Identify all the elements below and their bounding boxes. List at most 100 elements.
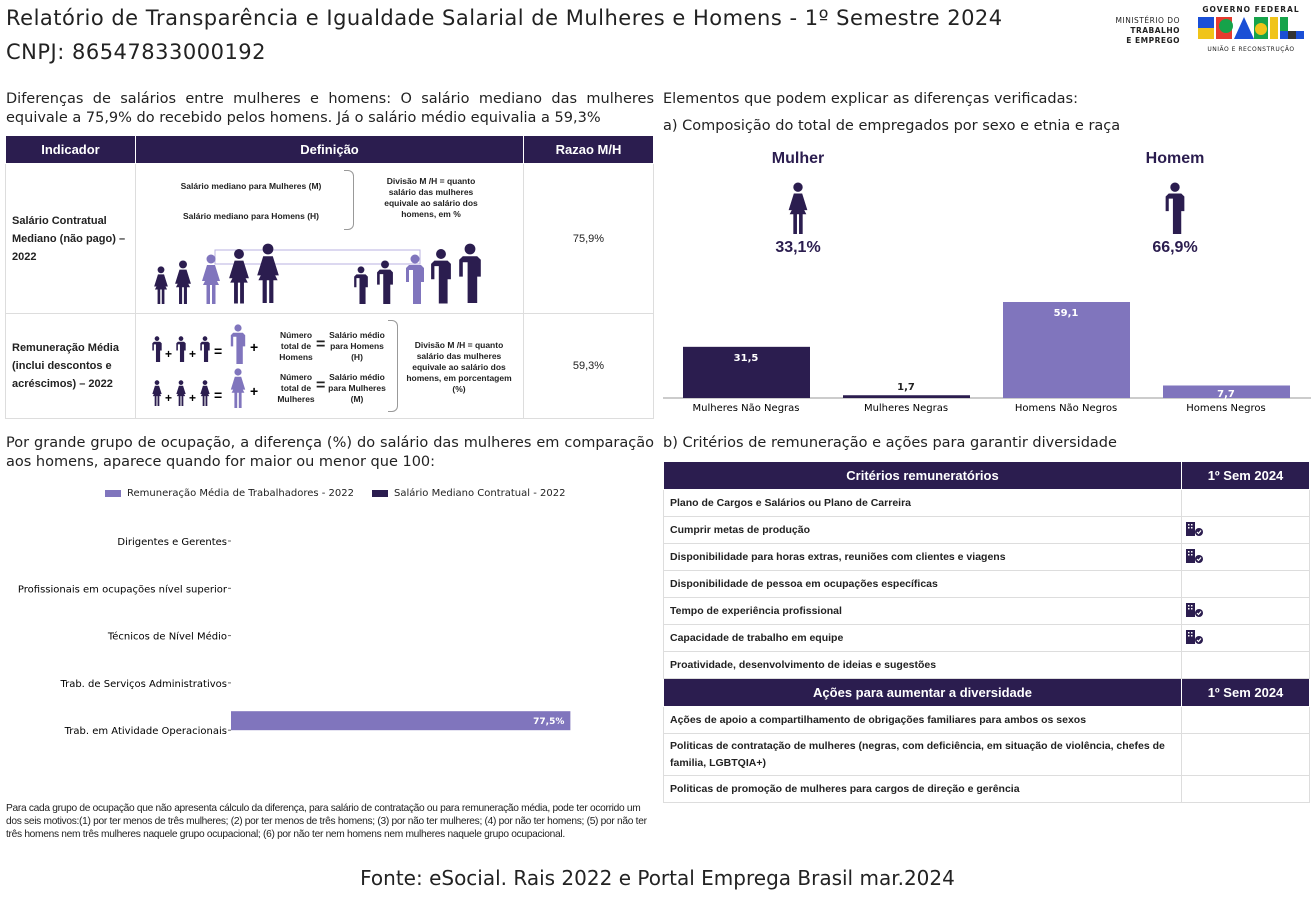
action-row: Politicas de promoção de mulheres para c… xyxy=(663,775,1310,803)
gov-logo-top: GOVERNO FEDERAL xyxy=(1202,5,1300,14)
x-tick-label: Homens Negros xyxy=(1186,403,1265,414)
data-label: 59,1 xyxy=(1054,308,1079,319)
legend-swatch xyxy=(105,490,121,497)
bar xyxy=(1003,302,1130,398)
indicator-cell: Salário Contratual Mediano (não pago) – … xyxy=(5,163,136,314)
ministry-logo: MINISTÉRIO DO TRABALHO E EMPREGO xyxy=(1100,16,1180,46)
def-text: Divisão M /H = quanto salário das mulher… xyxy=(406,340,512,394)
right-intro: Elementos que podem explicar as diferenç… xyxy=(663,91,1078,107)
def-text: Número total de Mulheres xyxy=(277,372,315,404)
data-label: 1,7 xyxy=(897,382,915,393)
criteria-table: Critérios remuneratórios 1º Sem 2024 Plan… xyxy=(663,461,1310,803)
bar xyxy=(231,711,571,731)
homem-summary: Homem 66,9% xyxy=(1125,150,1225,257)
svg-text:+: + xyxy=(165,391,172,405)
legend-label: Salário Mediano Contratual - 2022 xyxy=(394,488,566,499)
criteria-status xyxy=(1181,570,1310,598)
mulher-pct: 33,1% xyxy=(775,239,821,256)
definition-cell: Salário mediano para Mulheres (M) Salári… xyxy=(135,163,524,314)
criteria-row: Plano de Cargos e Salários ou Plano de C… xyxy=(663,489,1310,517)
criteria-status xyxy=(1181,597,1310,625)
action-status xyxy=(1181,775,1310,803)
table-row: Remuneração Média (inclui descontos e ac… xyxy=(5,313,654,419)
data-label: 77,5% xyxy=(533,717,564,727)
action-row: Ações de apoio a compartilhamento de obr… xyxy=(663,706,1310,734)
def-text: Número total de Homens xyxy=(279,330,313,362)
criteria-status xyxy=(1181,543,1310,571)
col-header: Razao M/H xyxy=(523,135,654,164)
brasil-logo-graphic xyxy=(1198,17,1304,39)
criteria-row: Cumprir metas de produção xyxy=(663,516,1310,544)
def-text: Salário médio para Mulheres (M) xyxy=(328,372,386,404)
homem-pct: 66,9% xyxy=(1152,239,1198,256)
y-tick-label: Técnicos de Nível Médio xyxy=(107,631,227,643)
legend-item: Salário Mediano Contratual - 2022 xyxy=(372,488,565,499)
footnote: Para cada grupo de ocupação que não apre… xyxy=(6,803,647,840)
equals-sign: = xyxy=(316,377,326,394)
col-header: 1º Sem 2024 xyxy=(1181,678,1310,707)
indicator-table: Indicador Definição Razao M/H Salário Cont… xyxy=(5,135,654,419)
criteria-label: Tempo de experiência profissional xyxy=(663,597,1182,625)
data-label: 7,7 xyxy=(1217,389,1235,400)
brace xyxy=(344,170,354,230)
col-header: Critérios remuneratórios xyxy=(663,461,1182,490)
criteria-label: Disponibilidade para horas extras, reuni… xyxy=(663,543,1182,571)
action-label: Politicas de contratação de mulheres (ne… xyxy=(663,733,1182,776)
ministry-line: MINISTÉRIO DO xyxy=(1115,16,1180,25)
criteria-row: Disponibilidade para horas extras, reuni… xyxy=(663,543,1310,571)
criteria-status xyxy=(1181,489,1310,517)
criteria-label: Disponibilidade de pessoa em ocupações e… xyxy=(663,570,1182,598)
ratio-value: 59,3% xyxy=(523,313,654,419)
action-status xyxy=(1181,706,1310,734)
equals-sign: = xyxy=(316,336,326,353)
source-footer: Fonte: eSocial. Rais 2022 e Portal Empre… xyxy=(360,866,955,890)
woman-icon xyxy=(788,182,808,234)
building-check-icon xyxy=(1186,602,1204,617)
occupation-intro: Por grande grupo de ocupação, a diferenç… xyxy=(6,435,654,470)
svg-text:+: + xyxy=(189,347,196,361)
svg-text:+: + xyxy=(189,391,196,405)
def-text: Salário médio para Homens (H) xyxy=(329,330,385,362)
x-tick-label: Mulheres Negras xyxy=(864,403,948,414)
criteria-label: Capacidade de trabalho em equipe xyxy=(663,624,1182,652)
y-tick-label: Trab. de Serviços Administrativos xyxy=(59,679,227,690)
people-average-illustration: + + = + + + = + xyxy=(152,324,258,408)
chart-legend: Remuneração Média de Trabalhadores - 202… xyxy=(105,488,565,499)
criteria-row: Tempo de experiência profissional xyxy=(663,597,1310,625)
col-header: Definição xyxy=(135,135,524,164)
col-header: 1º Sem 2024 xyxy=(1181,461,1310,490)
building-check-icon xyxy=(1186,521,1204,536)
criteria-row: Capacidade de trabalho em equipe xyxy=(663,624,1310,652)
section-a-title: a) Composição do total de empregados por… xyxy=(663,118,1121,134)
y-tick-label: Trab. em Atividade Operacionais xyxy=(64,726,227,737)
building-check-icon xyxy=(1186,629,1204,644)
action-label: Politicas de promoção de mulheres para c… xyxy=(663,775,1182,803)
x-tick-label: Homens Não Negros xyxy=(1015,403,1117,414)
def-text: Salário mediano para Homens (H) xyxy=(182,211,320,221)
homem-label: Homem xyxy=(1145,150,1205,167)
bar xyxy=(843,395,970,398)
section-b-title: b) Critérios de remuneração e ações para… xyxy=(663,435,1117,451)
def-text: Divisão M /H = quanto salário das mulher… xyxy=(384,176,478,219)
criteria-label: Proatividade, desenvolvimento de ideias … xyxy=(663,651,1182,679)
svg-text:+: + xyxy=(250,339,258,355)
cnpj: CNPJ: 86547833000192 xyxy=(6,40,267,64)
criteria-row: Proatividade, desenvolvimento de ideias … xyxy=(663,651,1310,679)
legend-swatch xyxy=(372,490,389,497)
svg-text:+: + xyxy=(250,383,258,399)
ratio-value: 75,9% xyxy=(523,163,654,314)
criteria-status xyxy=(1181,624,1310,652)
bar xyxy=(1163,385,1290,398)
y-tick-label: Dirigentes e Gerentes xyxy=(117,537,227,548)
people-median-illustration xyxy=(154,243,481,304)
criteria-status xyxy=(1181,516,1310,544)
table-row: Salário Contratual Mediano (não pago) – … xyxy=(5,163,654,314)
composition-bar-chart: 31,5 Mulheres Não Negras 1,7 Mulheres Negra… xyxy=(663,290,1311,420)
composition-chart-svg: 31,5 Mulheres Não Negras 1,7 Mulheres Negra… xyxy=(663,302,1311,414)
man-icon xyxy=(1165,182,1185,234)
svg-text:=: = xyxy=(214,387,222,403)
y-tick-label: Profissionais em ocupações nível superio… xyxy=(18,583,228,595)
salary-intro: Diferenças de salários entre mulheres e … xyxy=(6,91,654,126)
svg-text:+: + xyxy=(165,347,172,361)
occupation-bar-chart: Dirigentes e Gerentes Profissionais em oc… xyxy=(0,520,660,750)
